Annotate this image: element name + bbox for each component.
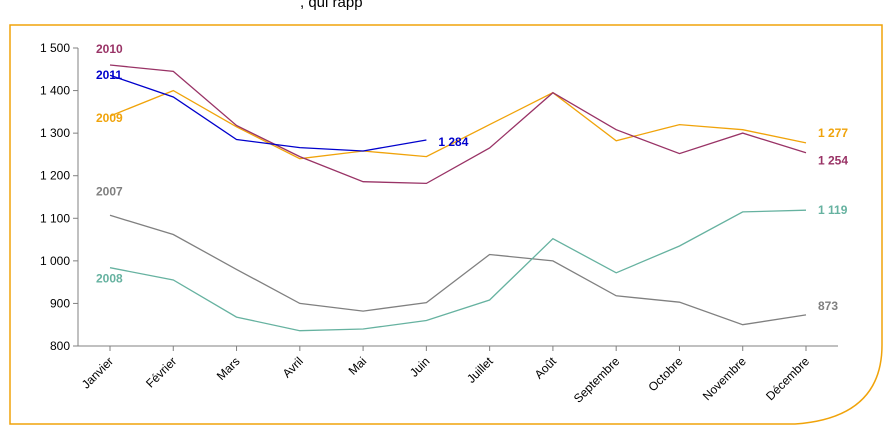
y-tick-label: 1 400 <box>40 84 70 98</box>
x-tick-label: Novembre <box>700 354 749 403</box>
series-end-label-2011: 1 284 <box>438 135 468 149</box>
series-line-2010 <box>109 64 807 185</box>
chart-series <box>109 64 807 332</box>
x-tick-label: Avril <box>280 354 306 380</box>
y-tick-label: 900 <box>50 296 70 310</box>
series-end-label-2008: 1 119 <box>818 203 848 217</box>
x-tick-label: Juin <box>407 354 432 379</box>
series-line-2007 <box>109 214 807 326</box>
series-line-2008 <box>109 209 807 332</box>
series-end-label-2010: 1 254 <box>818 154 848 168</box>
x-tick-label: Octobre <box>645 354 685 394</box>
series-end-label-2009: 1 277 <box>818 126 848 140</box>
chart-border <box>9 24 883 425</box>
y-tick-label: 1 100 <box>40 211 70 225</box>
series-line-2011 <box>109 74 427 152</box>
x-tick-label: Décembre <box>763 354 812 403</box>
header-fragment-text: , qui rapp <box>300 0 363 11</box>
y-tick-label: 1 300 <box>40 126 70 140</box>
x-tick-label: Mai <box>346 354 370 378</box>
x-tick-label: Juillet <box>464 354 496 386</box>
series-end-label-2007: 873 <box>818 299 838 313</box>
series-name-label-2008: 2008 <box>96 272 123 286</box>
x-tick-label: Septembre <box>571 354 623 406</box>
x-tick-label: Janvier <box>79 354 116 391</box>
x-tick-label: Mars <box>214 354 243 383</box>
y-tick-label: 1 000 <box>40 254 70 268</box>
series-name-label-2011: 2011 <box>96 68 122 82</box>
chart-labels: 2007 873 2008 1 119 2009 1 277 2010 1 254 2011 1 … <box>96 42 848 313</box>
series-name-label-2007: 2007 <box>96 184 123 198</box>
y-tick-label: 1 200 <box>40 169 70 183</box>
x-tick-label: Février <box>143 354 179 390</box>
header-fragment: , qui rapp <box>300 0 363 11</box>
series-line-2009 <box>109 89 807 160</box>
y-tick-label: 800 <box>50 339 70 353</box>
y-tick-label: 1 500 <box>40 41 70 55</box>
x-tick-label: Août <box>532 354 560 382</box>
series-name-label-2010: 2010 <box>96 42 123 56</box>
series-name-label-2009: 2009 <box>96 111 123 125</box>
chart-frame <box>9 24 883 425</box>
